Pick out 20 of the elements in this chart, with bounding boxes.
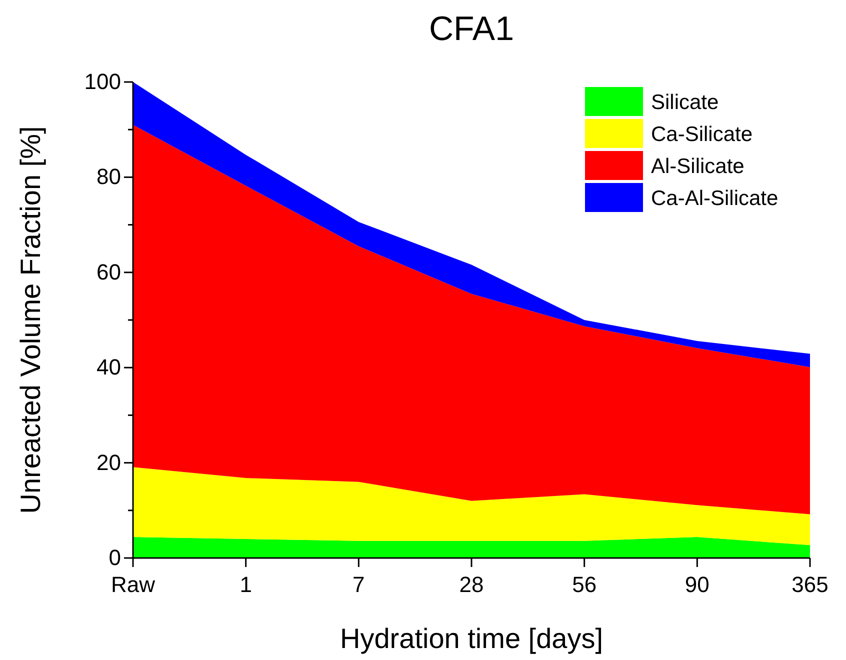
legend-label: Ca-Al-Silicate: [651, 187, 778, 210]
x-tick-label: 90: [684, 572, 710, 597]
legend-label: Silicate: [651, 91, 719, 114]
y-tick-label: 40: [96, 354, 121, 380]
legend-label: Ca-Silicate: [651, 123, 753, 146]
chart-title: CFA1: [428, 10, 514, 48]
x-tick-label: 1: [240, 572, 252, 597]
legend-label: Al-Silicate: [651, 155, 744, 178]
y-tick-label: 100: [84, 69, 121, 94]
y-axis-title: Unreacted Volume Fraction [%]: [15, 126, 46, 514]
x-axis-title: Hydration time [days]: [340, 623, 603, 654]
x-tick-label: Raw: [110, 572, 156, 597]
y-tick-label: 0: [108, 545, 121, 570]
y-tick-label: 80: [96, 164, 121, 190]
y-tick-label: 20: [96, 450, 121, 475]
x-tick-label: 365: [792, 572, 828, 597]
y-tick-label: 60: [96, 259, 121, 284]
x-tick-label: 56: [572, 572, 597, 597]
x-tick-label: 28: [459, 572, 484, 597]
x-tick-label: 7: [352, 572, 365, 597]
